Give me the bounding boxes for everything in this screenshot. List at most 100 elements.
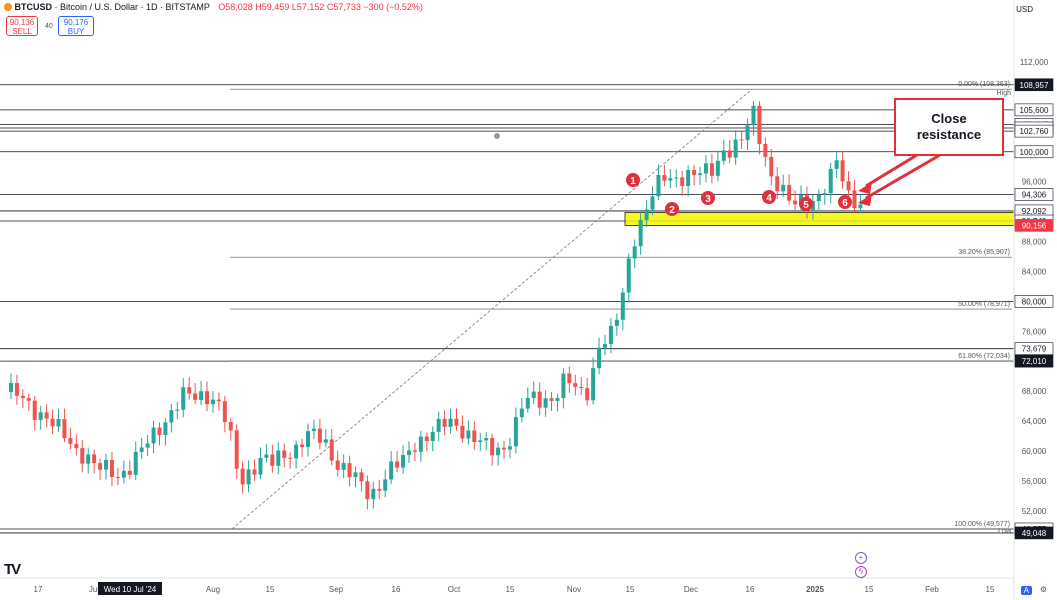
candle-body <box>573 383 578 387</box>
candle-body <box>222 401 227 423</box>
candle-body <box>822 193 827 195</box>
candle-body <box>484 438 489 441</box>
candle-body <box>442 418 447 427</box>
candle-body <box>448 418 453 427</box>
candle-body <box>145 443 150 448</box>
candle-body <box>151 427 156 444</box>
currency-label[interactable]: USD <box>1016 5 1033 14</box>
candle-body <box>8 383 13 392</box>
candle-body <box>359 472 364 482</box>
support-zone <box>624 211 1015 226</box>
price-label: 94,306 <box>1022 190 1047 199</box>
candle-body <box>282 450 287 458</box>
candle-body <box>50 418 55 427</box>
candle-body <box>656 174 661 197</box>
candle-body <box>537 391 542 408</box>
price-label: 100,000 <box>1020 148 1049 157</box>
auto-scale-icon[interactable]: A <box>1020 586 1032 595</box>
candle-body <box>199 391 204 400</box>
crosshair-date-box <box>98 582 162 595</box>
candle-body <box>389 461 394 480</box>
candle-body <box>38 412 43 420</box>
sell-price: 90,136 <box>9 18 35 27</box>
marker-5 <box>799 197 813 211</box>
candle-body <box>216 399 221 402</box>
buy-button[interactable]: 90,176 BUY <box>58 16 94 36</box>
fib-label: 38.20% (85,907) <box>958 249 1010 256</box>
candle-body <box>745 125 750 141</box>
candle-body <box>205 391 210 405</box>
x-tick-label: 17 <box>34 585 43 594</box>
callout-line-2: resistance <box>916 127 982 142</box>
x-tick-label: Dec <box>684 585 698 594</box>
symbol-title: · Bitcoin / U.S. Dollar · 1D · BITSTAMP <box>54 2 210 12</box>
candle-body <box>686 170 691 186</box>
candle-body <box>638 219 643 247</box>
candle-body <box>329 439 334 461</box>
candle-body <box>715 160 720 176</box>
candle-body <box>240 468 245 485</box>
marker-3 <box>701 191 715 205</box>
candle-body <box>513 417 518 447</box>
candle-body <box>252 469 257 475</box>
candle-body <box>377 488 382 491</box>
price-label-box <box>1014 526 1054 540</box>
candle-body <box>418 436 423 452</box>
settings-icon[interactable]: ⚙ <box>1039 585 1047 594</box>
candle-body <box>127 470 132 475</box>
price-label: 92,092 <box>1022 207 1047 216</box>
symbol-name[interactable]: BTCUSD <box>14 2 53 12</box>
y-tick-label: 60,000 <box>1022 447 1047 456</box>
candle-body <box>519 408 524 418</box>
candle-body <box>317 428 322 443</box>
candle-body <box>793 200 798 205</box>
candle-body <box>662 174 667 181</box>
candle-body <box>602 344 607 348</box>
x-tick-label: 15 <box>865 585 874 594</box>
candle-body <box>157 427 162 436</box>
candle-body <box>454 418 459 426</box>
x-tick-label: 15 <box>266 585 275 594</box>
candle-body <box>74 443 79 449</box>
candle-body <box>781 184 786 192</box>
candle-body <box>680 177 685 186</box>
candle-body <box>92 454 97 464</box>
candle-body <box>98 463 103 470</box>
add-icon[interactable]: + <box>855 552 867 564</box>
candle-body <box>834 160 839 169</box>
candle-body <box>406 450 411 456</box>
candle-body <box>751 105 756 126</box>
chart-header: BTCUSD · Bitcoin / U.S. Dollar · 1D · BI… <box>4 2 423 12</box>
y-tick-label: 56,000 <box>1022 477 1047 486</box>
crosshair-dot <box>494 133 500 139</box>
price-label: 102,760 <box>1020 127 1049 136</box>
candle-body <box>44 412 49 419</box>
candle-body <box>62 419 67 439</box>
fib-label: 50.00% (78,971) <box>958 301 1010 308</box>
x-tick-label: 2025 <box>806 585 824 594</box>
marker-label-3: 3 <box>705 194 711 205</box>
sell-button[interactable]: 90,136 SELL <box>6 16 38 36</box>
candle-body <box>585 388 590 401</box>
candle-body <box>193 393 198 400</box>
candle-body <box>14 383 19 396</box>
candle-body <box>709 163 714 176</box>
candle-body <box>490 438 495 456</box>
candle-body <box>555 398 560 401</box>
callout-line-1: Close <box>931 111 967 126</box>
candle-body <box>579 386 584 389</box>
callout-arrow <box>865 150 923 188</box>
candle-body <box>365 481 370 500</box>
candle-body <box>543 398 548 408</box>
candle-body <box>531 391 536 398</box>
high-label: High <box>997 90 1012 97</box>
price-label: 73,679 <box>1022 345 1047 354</box>
alert-icon[interactable]: ϟ <box>855 566 867 578</box>
candle-body <box>430 431 435 442</box>
candle-body <box>294 444 299 459</box>
candle-body <box>104 459 109 470</box>
x-tick-label: 16 <box>746 585 755 594</box>
price-label-box <box>1014 78 1054 92</box>
candle-body <box>270 454 275 466</box>
